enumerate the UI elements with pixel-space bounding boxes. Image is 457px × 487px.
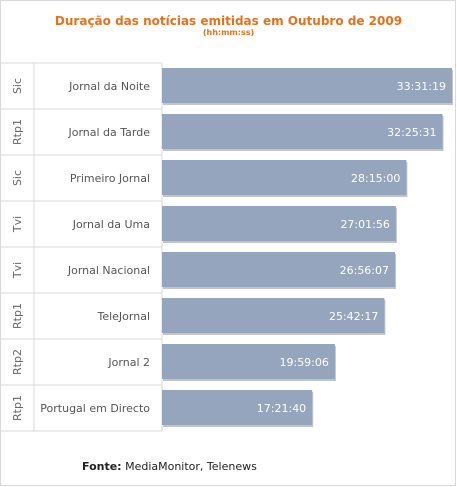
bar-value-label: 19:59:06 [279,356,328,369]
bar-value-label: 28:15:00 [351,172,400,185]
bar-value-label: 25:42:17 [329,310,378,323]
bar [162,344,335,379]
bar-value-label: 17:21:40 [257,402,306,415]
bar-value-label: 26:56:07 [340,264,389,277]
group-label: Rtp2 [11,349,24,375]
bar [162,298,385,333]
category-label: Jornal da Noite [68,80,150,93]
chart-title: Duração das notícias emitidas em Outubro… [54,14,403,28]
bar-value-label: 32:25:31 [387,126,436,139]
category-label: Jornal da Uma [72,218,150,231]
category-label: Jornal 2 [107,356,150,369]
category-label: Portugal em Directo [40,402,150,415]
bar [162,390,313,425]
group-label: Sic [11,78,24,94]
source-note: Fonte: MediaMonitor, Telenews [82,460,257,473]
category-label: Jornal Nacional [67,264,150,277]
group-label: Rtp1 [11,303,24,329]
bar [162,68,452,103]
source-label: Fonte: [82,460,122,473]
bar [162,160,407,195]
group-label: Rtp1 [11,395,24,421]
bar [162,114,443,149]
category-label: TeleJornal [96,310,150,323]
chart-subtitle: (hh:mm:ss) [202,28,255,37]
bar [162,206,396,241]
group-label: Tvi [11,262,24,279]
bar-value-label: 27:01:56 [340,218,389,231]
category-label: Primeiro Jornal [70,172,150,185]
group-label: Tvi [11,216,24,233]
source-text: MediaMonitor, Telenews [125,460,257,473]
group-label: Rtp1 [11,119,24,145]
group-label: Sic [11,170,24,186]
bar-value-label: 33:31:19 [397,80,446,93]
category-label: Jornal da Tarde [67,126,150,139]
bar [162,252,396,287]
